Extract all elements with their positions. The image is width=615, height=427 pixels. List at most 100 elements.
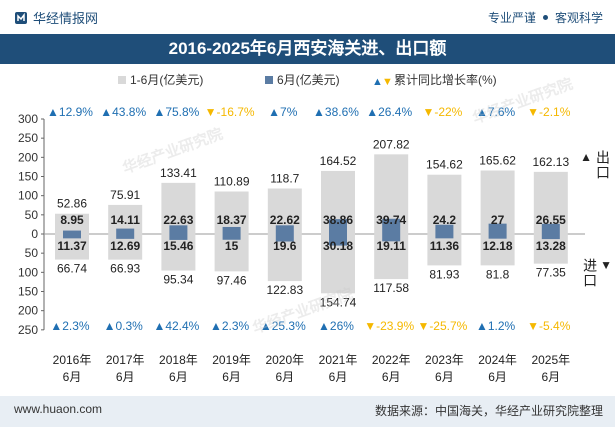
- legend-monthly-swatch: [265, 76, 273, 84]
- import-growth-label: ▼-5.4%: [527, 319, 571, 333]
- x-category-year: 2020年: [265, 353, 304, 367]
- tagline-2: 客观科学: [554, 11, 603, 25]
- export-monthly-bar: [488, 223, 507, 234]
- import-cumulative-label: 81.93: [429, 267, 459, 281]
- import-monthly-label: 12.18: [483, 239, 513, 253]
- import-monthly-bar: [116, 234, 135, 239]
- tagline: 专业严谨 客观科学: [488, 9, 603, 26]
- y-tick-label: 0: [31, 227, 38, 241]
- import-cumulative-label: 95.34: [163, 273, 193, 287]
- export-monthly-bar: [63, 230, 81, 234]
- export-growth-label: ▼-22%: [422, 105, 462, 119]
- export-cumulative-label: 164.52: [320, 154, 357, 168]
- export-monthly-label: 38.86: [323, 213, 353, 227]
- y-tick-label: 50: [25, 208, 39, 222]
- export-cumulative-label: 75.91: [110, 188, 140, 202]
- legend-growth-down-icon: ▼: [382, 76, 393, 88]
- export-cumulative-label: 133.41: [160, 166, 197, 180]
- export-cumulative-bar: [480, 170, 515, 234]
- export-monthly-bar: [329, 219, 347, 234]
- y-tick-label: 200: [18, 150, 38, 164]
- export-monthly-label: 27: [491, 213, 505, 227]
- footer: www.huaon.com 数据来源：中国海关，华经产业研究院整理: [0, 396, 615, 427]
- export-monthly-bar: [222, 226, 241, 234]
- export-cumulative-label: 118.7: [270, 171, 299, 185]
- x-category-year: 2025年: [531, 353, 570, 367]
- y-tick-label: 50: [25, 246, 39, 260]
- import-monthly-bar: [435, 234, 454, 239]
- export-growth-label: ▲7%: [268, 105, 298, 119]
- import-growth-label: ▲2.3%: [210, 319, 250, 333]
- x-category-year: 2024年: [478, 353, 517, 367]
- export-side-label: 出口 ▲: [580, 150, 613, 180]
- legend-monthly-label: 6月(亿美元): [277, 72, 340, 87]
- import-monthly-bar: [169, 234, 188, 240]
- export-cumulative-label: 162.13: [532, 155, 569, 169]
- chart-title: 2016-2025年6月西安海关进、出口额: [0, 34, 615, 64]
- x-category-month: 6月: [275, 370, 294, 384]
- export-cumulative-bar: [427, 174, 462, 234]
- import-growth-label: ▲0.3%: [104, 319, 144, 333]
- x-category-year: 2018年: [159, 353, 198, 367]
- import-cumulative-label: 154.74: [320, 295, 357, 309]
- export-growth-label: ▲12.9%: [47, 105, 93, 119]
- export-side-text: 出口: [595, 150, 611, 180]
- export-cumulative-bar: [533, 171, 568, 234]
- import-monthly-label: 13.28: [536, 239, 566, 253]
- website-link[interactable]: www.huaon.com: [14, 402, 103, 416]
- import-cumulative-label: 117.58: [373, 281, 409, 295]
- y-tick-label: 200: [18, 304, 38, 318]
- export-monthly-bar: [116, 228, 135, 234]
- x-category-year: 2023年: [425, 353, 464, 367]
- export-monthly-label: 18.37: [217, 213, 247, 227]
- y-tick-label: 250: [18, 131, 38, 145]
- legend-cumulative-swatch: [118, 76, 126, 84]
- import-growth-label: ▼-25.7%: [417, 319, 467, 333]
- x-category-year: 2017年: [106, 353, 145, 367]
- import-growth-label: ▲1.2%: [476, 319, 516, 333]
- import-cumulative-bar: [161, 234, 196, 271]
- x-category-month: 6月: [63, 370, 82, 384]
- import-cumulative-bar: [214, 234, 249, 272]
- export-cumulative-label: 110.89: [214, 174, 250, 188]
- import-growth-label: ▲2.3%: [50, 319, 90, 333]
- x-category-year: 2019年: [212, 353, 251, 367]
- x-category-year: 2016年: [53, 353, 92, 367]
- import-cumulative-label: 97.46: [217, 273, 247, 287]
- import-monthly-bar: [488, 234, 507, 239]
- brand: 华经情报网: [14, 8, 98, 27]
- import-cumulative-bar: [374, 234, 409, 280]
- data-source: 数据来源：中国海关，华经产业研究院整理: [374, 404, 603, 418]
- export-monthly-label: 14.11: [111, 213, 141, 227]
- import-monthly-label: 11.36: [430, 239, 460, 253]
- x-category-month: 6月: [488, 370, 507, 384]
- import-cumulative-label: 81.8: [486, 267, 510, 281]
- export-monthly-label: 26.55: [536, 213, 566, 227]
- x-category-year: 2021年: [319, 353, 358, 367]
- export-cumulative-bar: [214, 191, 249, 234]
- x-category-month: 6月: [435, 370, 454, 384]
- import-monthly-bar: [329, 234, 347, 246]
- y-tick-label: 150: [18, 170, 38, 184]
- import-monthly-label: 15: [225, 239, 239, 253]
- y-tick-label: 150: [18, 285, 38, 299]
- export-monthly-label: 24.2: [433, 213, 457, 227]
- chart-svg: 1-6月(亿美元) 6月(亿美元) ▲ ▼ 累计同比增长率(%)300250200150…: [18, 72, 585, 384]
- export-cumulative-bar: [55, 213, 89, 234]
- import-monthly-bar: [541, 234, 560, 240]
- import-growth-label: ▼-23.9%: [364, 319, 414, 333]
- export-monthly-label: 22.63: [163, 213, 193, 227]
- import-monthly-label: 15.46: [163, 239, 193, 253]
- export-monthly-bar: [435, 224, 454, 234]
- import-monthly-bar: [275, 234, 294, 242]
- import-side-label: ▼ 进口: [580, 258, 613, 288]
- x-category-month: 6月: [329, 370, 348, 384]
- y-tick-label: 100: [18, 189, 38, 203]
- import-monthly-label: 30.18: [323, 239, 353, 253]
- import-side-text: 进口: [582, 258, 599, 288]
- export-cumulative-label: 154.62: [426, 158, 463, 172]
- import-monthly-label: 12.69: [110, 239, 140, 253]
- export-growth-label: ▼-2.1%: [527, 105, 571, 119]
- import-cumulative-label: 77.35: [536, 266, 566, 280]
- import-monthly-bar: [63, 234, 81, 239]
